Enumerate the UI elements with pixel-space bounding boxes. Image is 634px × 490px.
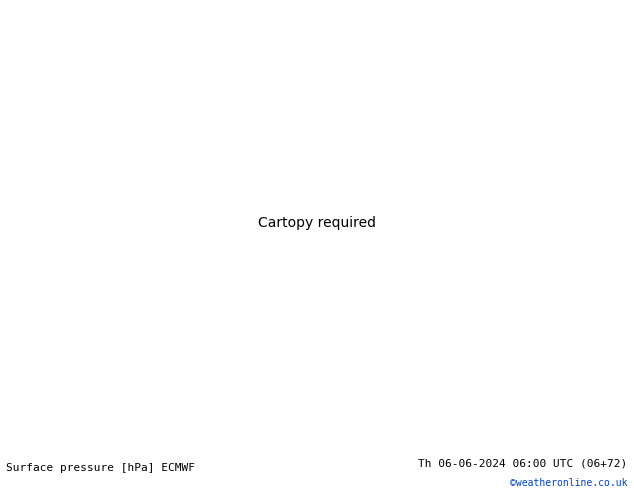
Text: Surface pressure [hPa] ECMWF: Surface pressure [hPa] ECMWF (6, 463, 195, 473)
Text: Cartopy required: Cartopy required (258, 216, 376, 230)
Text: Th 06-06-2024 06:00 UTC (06+72): Th 06-06-2024 06:00 UTC (06+72) (418, 459, 628, 468)
Text: ©weatheronline.co.uk: ©weatheronline.co.uk (510, 478, 628, 489)
